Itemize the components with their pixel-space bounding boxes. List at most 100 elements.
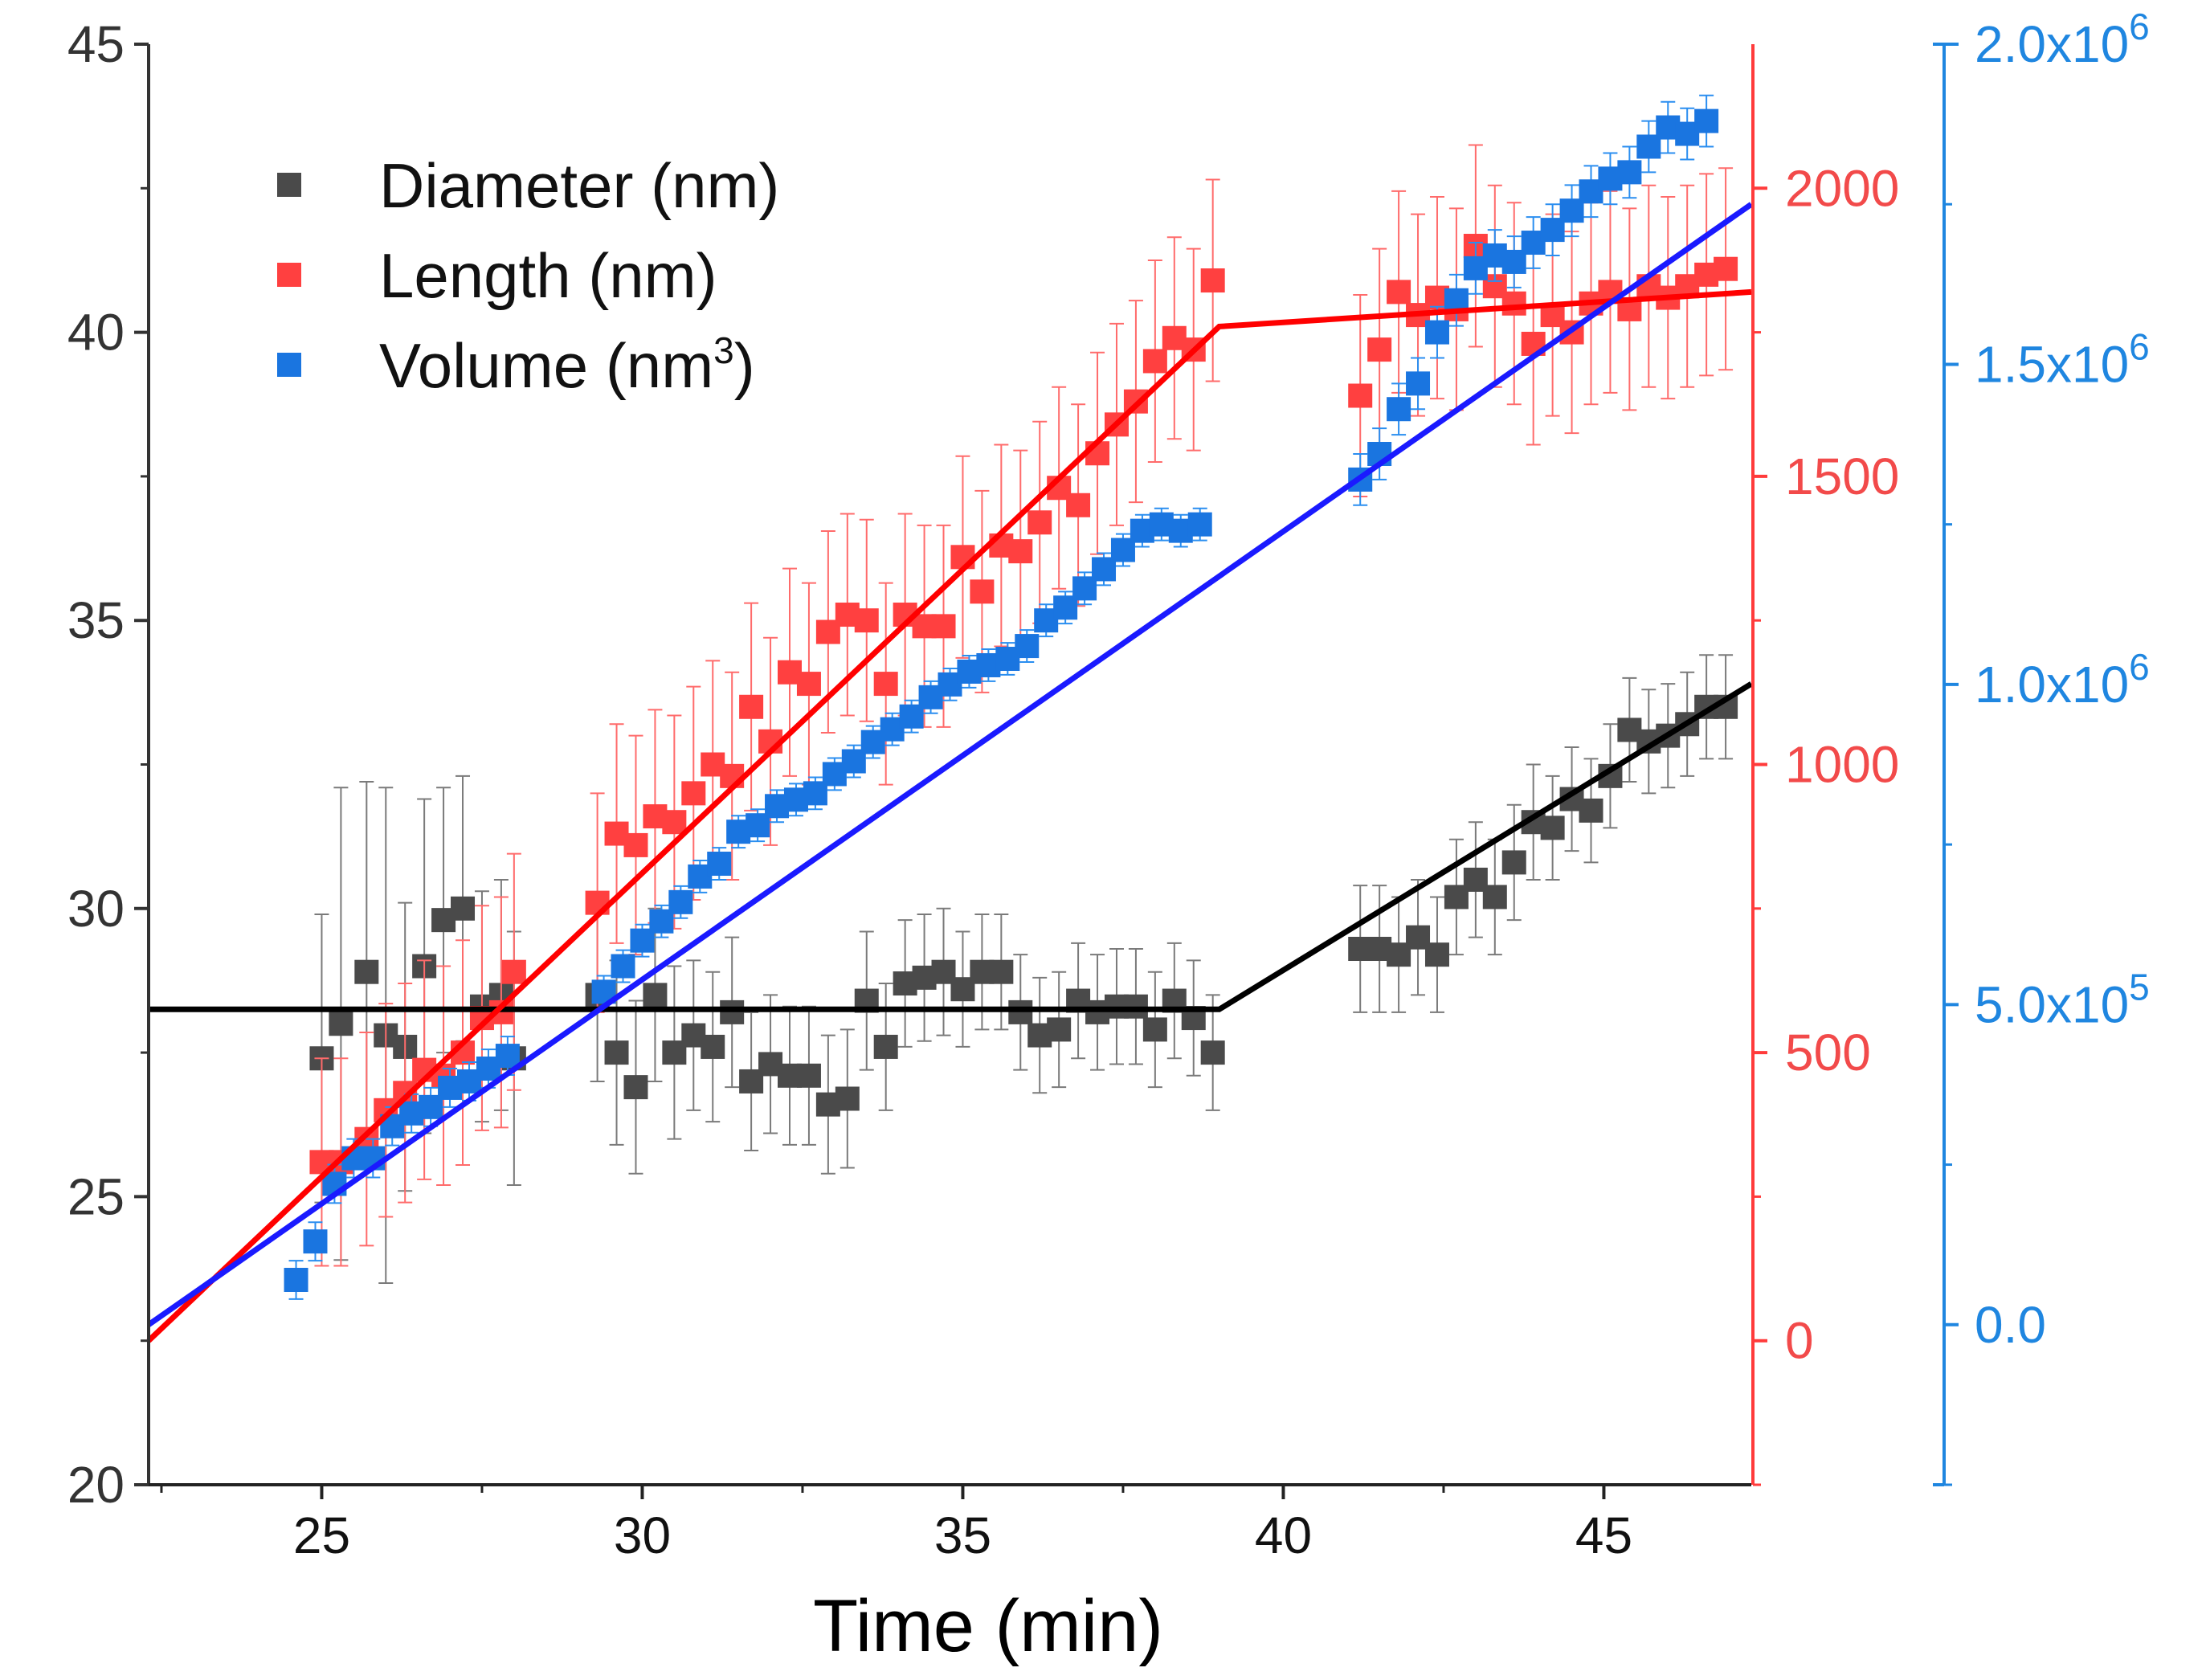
data-point — [501, 959, 526, 984]
data-point — [1694, 108, 1719, 133]
tick-label-exponent: 6 — [2129, 6, 2150, 47]
legend: Diameter (nm) Length (nm) Volume (nm3) — [277, 150, 779, 401]
right-tick-label: 2000 — [1785, 159, 1899, 217]
data-point — [1047, 1017, 1072, 1042]
right-tick-label: 1500 — [1785, 448, 1899, 505]
plot-area — [146, 94, 1754, 1343]
series-1 — [309, 144, 1738, 1267]
data-point — [873, 1034, 898, 1059]
left-tick-label: 45 — [67, 15, 125, 73]
legend-label-suffix: ) — [734, 330, 755, 401]
x-tick-label: 40 — [1255, 1506, 1312, 1564]
data-point — [1482, 885, 1507, 909]
data-point — [1501, 850, 1526, 875]
data-point — [668, 889, 693, 914]
data-point — [835, 1086, 860, 1111]
tick-label-base: 1.0x10 — [1975, 656, 2129, 713]
data-point — [931, 614, 956, 639]
tick-label-exponent: 6 — [2129, 325, 2150, 367]
x-tick-label: 45 — [1575, 1506, 1632, 1564]
data-point — [284, 1267, 308, 1292]
left-tick-label: 20 — [67, 1456, 125, 1514]
data-point — [873, 672, 898, 697]
data-point — [1579, 798, 1603, 823]
legend-label: Diameter (nm) — [379, 150, 779, 221]
data-point — [720, 999, 745, 1024]
x-tick-label: 30 — [614, 1506, 671, 1564]
x-axis-label: Time (min) — [813, 1585, 1163, 1667]
data-point — [1200, 268, 1225, 293]
data-point — [1424, 942, 1449, 967]
left-tick-label: 25 — [67, 1167, 125, 1225]
data-point — [623, 832, 648, 857]
data-point — [796, 1063, 821, 1088]
data-point — [451, 896, 476, 921]
legend-label: Length (nm) — [379, 240, 717, 311]
legend-label: Volume (nm3) — [379, 329, 755, 401]
data-point — [796, 672, 821, 697]
tick-label-base: 1.5x10 — [1975, 335, 2129, 393]
data-point — [681, 781, 706, 806]
data-point — [1123, 994, 1148, 1019]
legend-label-sup: 3 — [713, 329, 734, 371]
data-point — [1501, 291, 1526, 316]
data-point — [1142, 349, 1167, 374]
fit-line-0 — [149, 681, 1753, 1012]
data-point — [643, 983, 668, 1008]
legend-label-text: Diameter (nm) — [379, 150, 779, 221]
data-point — [303, 1229, 328, 1254]
data-point — [707, 852, 732, 877]
data-point — [1367, 337, 1392, 362]
tick-label-exponent: 5 — [2129, 966, 2150, 1008]
data-point — [1387, 397, 1411, 422]
legend-marker — [277, 173, 301, 197]
tick-label-base: 2.0x10 — [1975, 15, 2129, 73]
data-point — [1406, 371, 1431, 396]
series-2 — [284, 94, 1719, 1300]
right2-tick-label: 1.0x106 — [1975, 646, 2150, 713]
legend-marker — [277, 263, 301, 287]
right2-tick-label: 1.5x106 — [1975, 325, 2150, 393]
data-point — [989, 959, 1014, 984]
left-tick-label: 30 — [67, 880, 125, 938]
right2-tick-label: 2.0x106 — [1975, 6, 2150, 73]
data-point — [1187, 512, 1212, 537]
fit-line-2 — [146, 202, 1754, 1327]
data-point — [1714, 256, 1738, 281]
data-point — [662, 810, 687, 835]
data-point — [611, 954, 635, 979]
data-point — [1142, 1017, 1167, 1042]
right-tick-label: 1000 — [1785, 736, 1899, 794]
data-point — [950, 545, 975, 570]
legend-label-text: Volume (nm — [379, 330, 713, 401]
data-point — [495, 1044, 520, 1069]
x-tick-label: 35 — [934, 1506, 991, 1564]
right-tick-label: 500 — [1785, 1024, 1871, 1081]
data-point — [701, 1034, 725, 1059]
data-point — [1027, 510, 1052, 535]
data-point — [739, 694, 764, 719]
right2-tick-label: 0.0 — [1975, 1296, 2046, 1354]
x-tick-label: 25 — [293, 1506, 350, 1564]
data-point — [623, 1075, 648, 1100]
data-point — [1200, 1040, 1225, 1065]
legend-marker — [277, 353, 301, 377]
data-point — [1015, 634, 1040, 659]
tick-label-exponent: 6 — [2129, 646, 2150, 688]
legend-label-text: Length (nm) — [379, 240, 717, 311]
left-tick-label: 35 — [67, 591, 125, 649]
right-tick-label: 0 — [1785, 1312, 1814, 1370]
fit-line-1 — [146, 288, 1752, 1343]
data-point — [1424, 320, 1449, 345]
data-point — [604, 1040, 629, 1065]
data-point — [1387, 280, 1411, 305]
data-point — [970, 579, 995, 604]
data-point — [1617, 160, 1642, 185]
tick-label-base: 0.0 — [1975, 1296, 2046, 1354]
tick-label-base: 5.0x10 — [1975, 975, 2129, 1033]
data-point — [1540, 815, 1565, 840]
data-point — [1348, 383, 1373, 408]
data-point — [329, 1012, 353, 1036]
